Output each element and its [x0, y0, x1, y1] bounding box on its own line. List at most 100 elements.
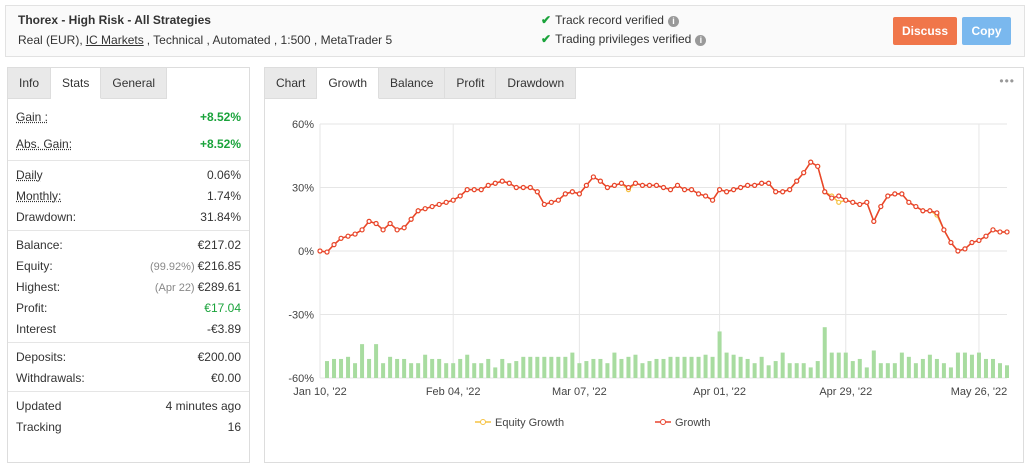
x-tick-label: Apr 29, '22 — [819, 386, 872, 398]
tab[interactable]: General — [101, 68, 168, 99]
point — [513, 184, 519, 191]
subtitle-text: , Technical , Automated , 1:500 , MetaTr… — [146, 33, 393, 47]
tab[interactable]: Chart — [265, 68, 318, 99]
point — [878, 203, 884, 210]
point — [843, 197, 849, 203]
volume-bar — [647, 361, 652, 378]
tab[interactable]: Stats — [51, 68, 102, 99]
volume-bar — [633, 354, 638, 378]
point — [380, 227, 386, 233]
copy-button[interactable]: Copy — [962, 17, 1011, 45]
stat-label: Drawdown: — [16, 209, 77, 224]
point — [562, 191, 568, 197]
volume-bar — [997, 363, 1002, 378]
volume-bar — [724, 352, 729, 378]
volume-bar — [822, 327, 827, 378]
stats-row: Highest: (Apr 22) €289.61 — [8, 276, 249, 297]
stats-row: Gain : +8.52% — [8, 103, 249, 130]
point — [801, 170, 807, 176]
tab[interactable]: Balance — [379, 68, 446, 99]
legend-label: Equity Growth — [495, 417, 564, 429]
point — [436, 201, 442, 208]
stats-row: Updated 4 minutes ago — [8, 395, 249, 416]
tab[interactable]: Info — [8, 68, 52, 99]
point — [716, 187, 723, 193]
y-tick-label: 0% — [298, 246, 314, 258]
point — [815, 163, 821, 169]
stat-value-wrap: (Apr 22) €289.61 — [155, 280, 241, 294]
volume-bar — [710, 356, 715, 378]
volume-bar — [843, 352, 848, 378]
stat-value: €17.04 — [204, 300, 241, 315]
volume-bar — [339, 358, 344, 378]
point — [899, 191, 905, 197]
point — [625, 184, 632, 191]
volume-bar — [521, 356, 526, 378]
stat-value: +8.52% — [199, 109, 241, 124]
volume-bar — [682, 356, 687, 378]
point — [597, 178, 604, 184]
point — [387, 220, 393, 227]
point — [324, 249, 330, 255]
volume-bar — [612, 352, 617, 378]
volume-bar — [934, 358, 939, 378]
stat-value-wrap: +8.52% — [200, 137, 241, 151]
stat-value: €289.61 — [197, 279, 241, 294]
point — [604, 184, 611, 191]
stat-label: Abs. Gain: — [16, 136, 73, 151]
stat-value: -€3.89 — [206, 321, 241, 336]
tab[interactable]: Drawdown — [496, 68, 577, 99]
point — [723, 189, 730, 195]
volume-bar — [451, 363, 456, 378]
volume-bar — [780, 352, 785, 378]
stat-value-wrap: 1.74% — [207, 189, 241, 203]
point — [408, 216, 414, 222]
volume-bar — [556, 356, 561, 378]
point — [745, 182, 751, 188]
volume-bar — [808, 367, 813, 378]
legend-marker — [660, 419, 666, 425]
series-line — [319, 161, 1007, 253]
point — [590, 174, 596, 180]
point — [871, 218, 877, 224]
volume-bar — [955, 352, 960, 378]
volume-bar — [500, 358, 505, 378]
volume-bar — [717, 331, 722, 378]
stat-value: 0.06% — [206, 167, 241, 182]
point — [569, 189, 575, 195]
tab[interactable]: Profit — [445, 68, 497, 99]
badge-text: Track record verified — [555, 13, 664, 27]
point — [618, 180, 625, 186]
stats-row: Abs. Gain: +8.52% — [8, 130, 249, 157]
y-tick-label: -60% — [288, 373, 314, 385]
volume-bar — [836, 352, 841, 378]
x-tick-label: Apr 01, '22 — [693, 386, 746, 398]
point — [983, 233, 989, 239]
volume-bar — [920, 358, 925, 378]
broker-link[interactable]: IC Markets — [85, 33, 144, 47]
volume-bar — [738, 356, 743, 378]
point — [864, 199, 870, 205]
stat-label: Daily — [16, 167, 43, 182]
volume-bar — [381, 363, 386, 378]
volume-bar — [598, 358, 603, 378]
discuss-button[interactable]: Discuss — [893, 17, 957, 45]
point — [394, 227, 400, 233]
volume-bar — [409, 363, 414, 378]
stat-label: Deposits: — [16, 349, 67, 364]
y-tick-label: 30% — [292, 183, 314, 195]
point — [752, 182, 758, 188]
stat-label: Updated — [16, 398, 62, 413]
menu-dots[interactable]: ••• — [999, 74, 1015, 88]
point — [948, 239, 954, 246]
y-tick-label: 60% — [292, 119, 314, 131]
tab[interactable]: Growth — [317, 68, 380, 99]
volume-bar — [423, 354, 428, 378]
stat-value: +8.52% — [199, 136, 241, 151]
volume-bar — [689, 356, 694, 378]
volume-bar — [458, 358, 463, 378]
stat-label: Equity: — [16, 258, 53, 273]
x-tick-label: Mar 07, '22 — [552, 386, 607, 398]
point — [667, 187, 674, 193]
